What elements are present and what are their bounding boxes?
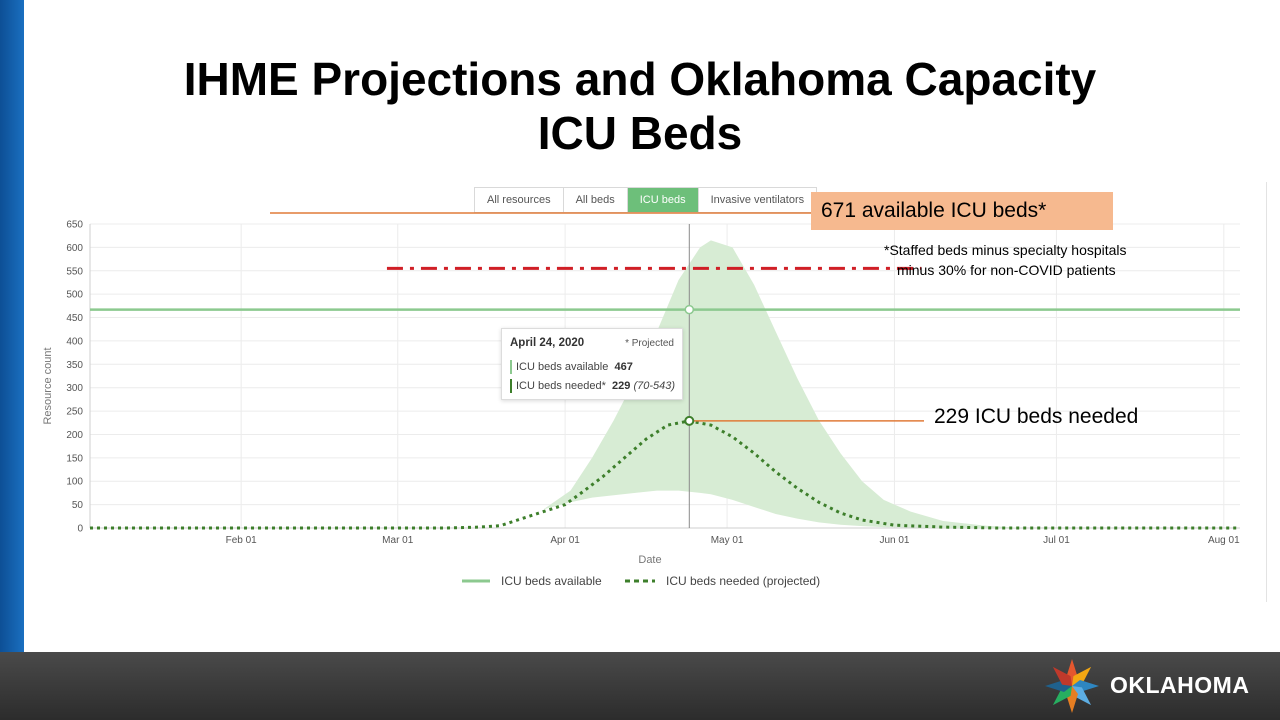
available-marker-point bbox=[684, 304, 695, 315]
y-tick-label: 250 bbox=[66, 407, 83, 418]
oklahoma-star-logo-icon bbox=[1045, 659, 1099, 713]
chart-panel-divider bbox=[1266, 182, 1267, 602]
icu-beds-needed-callout: 229 ICU beds needed bbox=[934, 405, 1139, 428]
x-tick-label: Jun 01 bbox=[879, 535, 909, 546]
x-tick-label: Aug 01 bbox=[1208, 535, 1240, 546]
legend-available-label: ICU beds available bbox=[501, 574, 602, 588]
y-tick-label: 500 bbox=[66, 290, 83, 301]
capacity-footnote: *Staffed beds minus specialty hospitals … bbox=[884, 240, 1127, 280]
footnote-line-1: *Staffed beds minus specialty hospitals bbox=[884, 242, 1127, 258]
tooltip-needed-swatch bbox=[510, 379, 512, 393]
tab-invasive-ventilators[interactable]: Invasive ventilators bbox=[710, 194, 805, 206]
y-tick-label: 400 bbox=[66, 336, 83, 347]
x-axis-label: Date bbox=[638, 554, 661, 566]
needed-marker-point bbox=[684, 415, 695, 426]
y-tick-label: 100 bbox=[66, 477, 83, 488]
footnote-line-2: minus 30% for non-COVID patients bbox=[897, 262, 1116, 278]
x-tick-label: Feb 01 bbox=[226, 535, 258, 546]
legend-needed-label: ICU beds needed (projected) bbox=[666, 574, 820, 588]
tooltip-projected-note: * Projected bbox=[625, 338, 674, 349]
x-tick-label: Mar 01 bbox=[382, 535, 414, 546]
tooltip-available-value: 467 bbox=[614, 361, 633, 373]
icu-beds-chart: 0 50 100 150 200 250 300 350 400 450 500 550 600 650 F… bbox=[42, 212, 1240, 588]
tooltip-available-label: ICU beds available bbox=[516, 361, 609, 373]
tooltip-date: April 24, 2020 bbox=[510, 337, 585, 349]
y-tick-label: 550 bbox=[66, 266, 83, 277]
tooltip-needed-range: (70-543) bbox=[633, 380, 676, 392]
x-tick-label: Apr 01 bbox=[550, 535, 580, 546]
y-tick-label: 650 bbox=[66, 220, 83, 231]
y-tick-label: 200 bbox=[66, 430, 83, 441]
chart-tooltip: April 24, 2020 * Projected ICU beds avai… bbox=[501, 328, 683, 400]
tooltip-available-swatch bbox=[510, 360, 512, 374]
oklahoma-wordmark: OKLAHOMA bbox=[1110, 672, 1250, 698]
tab-all-resources[interactable]: All resources bbox=[475, 188, 564, 212]
y-tick-label: 0 bbox=[77, 524, 83, 535]
tab-all-beds[interactable]: All beds bbox=[564, 188, 628, 212]
y-tick-label: 600 bbox=[66, 243, 83, 254]
x-tick-label: May 01 bbox=[711, 535, 744, 546]
y-tick-label: 350 bbox=[66, 360, 83, 371]
tooltip-needed-value: 229 bbox=[612, 380, 631, 392]
available-icu-beds-callout: 671 available ICU beds* bbox=[811, 192, 1113, 230]
x-tick-label: Jul 01 bbox=[1043, 535, 1070, 546]
tooltip-row-available: ICU beds available 467 bbox=[510, 360, 633, 374]
title-line-2: ICU Beds bbox=[537, 107, 743, 159]
tooltip-row-needed: ICU beds needed* 229 (70-543) bbox=[510, 379, 675, 393]
y-tick-label: 50 bbox=[72, 500, 84, 511]
y-tick-label: 450 bbox=[66, 313, 83, 324]
title-line-1: IHME Projections and Oklahoma Capacity bbox=[183, 53, 1097, 105]
tooltip-needed-label: ICU beds needed* bbox=[516, 380, 606, 392]
y-tick-label: 300 bbox=[66, 383, 83, 394]
y-axis-label: Resource count bbox=[42, 347, 54, 424]
left-accent-bar bbox=[0, 0, 24, 652]
y-tick-label: 150 bbox=[66, 453, 83, 464]
uncertainty-band bbox=[543, 240, 1024, 528]
tab-icu-beds[interactable]: ICU beds bbox=[627, 188, 699, 212]
page-title: IHME Projections and Oklahoma Capacity I… bbox=[0, 52, 1280, 160]
